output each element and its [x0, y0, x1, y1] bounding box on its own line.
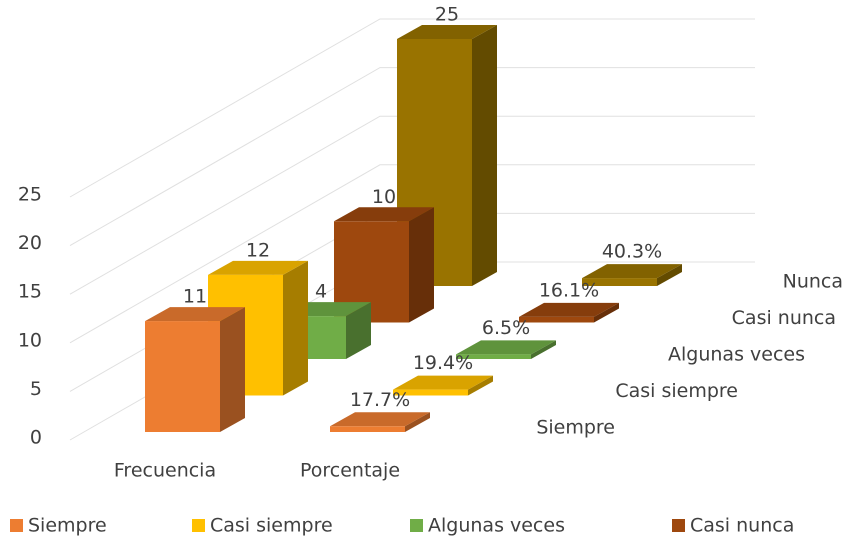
bar-side: [283, 260, 308, 396]
bar-side: [220, 307, 245, 432]
y-tick-label: 10: [18, 329, 42, 351]
bar: [330, 426, 405, 432]
value-label: 6.5%: [482, 317, 530, 339]
bar-top: [145, 307, 245, 322]
legend-swatch: [410, 519, 423, 532]
value-label: 4: [315, 281, 327, 303]
value-label: 16.1%: [539, 279, 599, 301]
value-label: 19.4%: [413, 352, 473, 374]
bar-side: [468, 375, 493, 396]
bar-top: [519, 302, 619, 317]
bar-top: [582, 264, 682, 279]
bar-side: [531, 340, 556, 359]
depth-label: Siempre: [536, 417, 615, 439]
grid-line: [69, 18, 755, 198]
bar-side: [346, 302, 371, 359]
legend-swatch: [672, 519, 685, 532]
bar-top: [334, 207, 434, 222]
bar-top: [208, 260, 308, 275]
bar-side: [657, 264, 682, 286]
x-tick-label: Porcentaje: [300, 460, 400, 482]
bar-side: [405, 412, 430, 432]
value-label: 40.3%: [602, 241, 662, 263]
depth-label: Casi nunca: [732, 307, 836, 329]
legend-label: Siempre: [28, 515, 107, 537]
depth-label: Algunas veces: [668, 344, 805, 366]
bar-top: [397, 25, 497, 39]
bar: [519, 316, 594, 323]
value-label: 10: [372, 186, 396, 208]
bar: [145, 321, 220, 432]
depth-label: Nunca: [783, 271, 843, 293]
value-label: 11: [183, 286, 207, 308]
grid-line: [69, 115, 755, 295]
y-tick-label: 20: [18, 232, 42, 254]
bar-side: [472, 25, 497, 286]
bar-top: [330, 412, 430, 427]
y-tick-label: 0: [30, 427, 42, 449]
legend-label: Algunas veces: [428, 515, 565, 537]
bar: [582, 278, 657, 286]
legend-swatch: [192, 519, 205, 532]
grid-line: [69, 67, 755, 247]
legend-label: Casi nunca: [690, 515, 794, 537]
legend-swatch: [10, 519, 23, 532]
bar: [393, 389, 468, 396]
bar: [456, 354, 531, 359]
depth-label: Casi siempre: [615, 380, 738, 402]
legend-label: Casi siempre: [210, 515, 333, 537]
value-label: 17.7%: [350, 389, 410, 411]
y-tick-label: 15: [18, 281, 42, 303]
bar-top: [393, 375, 493, 390]
y-tick-label: 5: [30, 378, 42, 400]
bar-top: [456, 340, 556, 355]
y-tick-label: 25: [18, 184, 42, 206]
value-label: 25: [435, 4, 459, 26]
bar-side: [594, 302, 619, 323]
x-tick-label: Frecuencia: [114, 460, 216, 482]
value-label: 12: [246, 239, 270, 261]
bar-side: [409, 207, 434, 323]
grid-line: [69, 164, 755, 344]
